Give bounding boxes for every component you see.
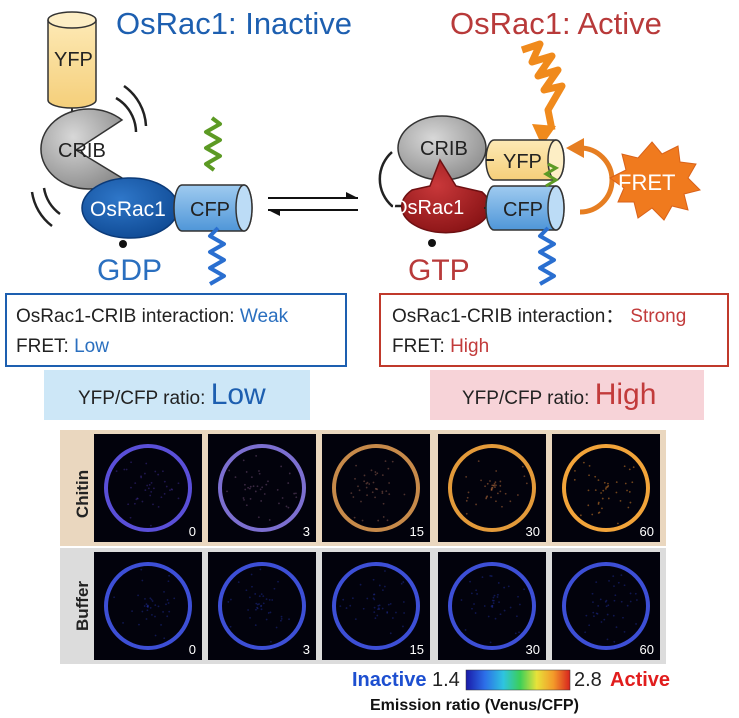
buffer-cell-tile: 0 bbox=[94, 552, 202, 660]
scale-max: 2.8 bbox=[574, 669, 602, 691]
blue-excitation-wave bbox=[540, 228, 554, 284]
right-nucleotide: GTP bbox=[408, 254, 470, 287]
chitin-time-label: 30 bbox=[526, 524, 540, 539]
scale-inactive-label: Inactive bbox=[352, 669, 426, 691]
fret-arrowhead bbox=[566, 138, 584, 158]
chitin-cell-tile: 3 bbox=[208, 434, 316, 542]
buffer-cell-tile: 3 bbox=[208, 552, 316, 660]
chitin-cells: 0 3 15 30 60 bbox=[94, 434, 660, 542]
right-cfp-label: CFP bbox=[503, 199, 543, 221]
motion-arc bbox=[32, 192, 52, 226]
orange-emission-wave bbox=[522, 44, 562, 130]
left-cfp-cylinder: CFP bbox=[174, 185, 252, 231]
fret-burst-label: FRET bbox=[618, 170, 675, 195]
left-yfp-label: YFP bbox=[54, 49, 93, 71]
chitin-cell-tile: 0 bbox=[94, 434, 202, 542]
green-emission-wave bbox=[206, 118, 220, 170]
chitin-cell-tile: 30 bbox=[438, 434, 546, 542]
right-osrac1-label: OsRac1 bbox=[392, 197, 464, 219]
fret-arrow bbox=[580, 148, 612, 212]
chitin-time-label: 3 bbox=[303, 524, 310, 539]
inactive-interaction-line: OsRac1-CRIB interaction: Weak bbox=[16, 306, 289, 327]
active-title: OsRac1: Active bbox=[450, 6, 662, 41]
left-crib-label: CRIB bbox=[58, 140, 106, 162]
left-yfp-cylinder: YFP bbox=[48, 12, 96, 108]
buffer-cell-tile: 30 bbox=[438, 552, 546, 660]
left-cfp-label: CFP bbox=[190, 199, 230, 221]
buffer-time-label: 60 bbox=[640, 642, 654, 657]
inactive-title: OsRac1: Inactive bbox=[116, 6, 352, 41]
buffer-cells: 0 3 15 30 60 bbox=[94, 552, 660, 660]
active-fret-line: FRET: High bbox=[392, 336, 489, 357]
right-cfp-cylinder: CFP bbox=[486, 186, 564, 230]
active-interaction-line: OsRac1-CRIB interaction： Strong bbox=[392, 306, 686, 327]
buffer-cell-tile: 15 bbox=[322, 552, 430, 660]
scale-caption: Emission ratio (Venus/CFP) bbox=[370, 697, 579, 714]
blue-excitation-wave bbox=[210, 228, 224, 284]
chitin-time-label: 60 bbox=[640, 524, 654, 539]
buffer-time-label: 3 bbox=[303, 642, 310, 657]
buffer-time-label: 15 bbox=[410, 642, 424, 657]
right-osrac1: OsRac1 bbox=[392, 160, 490, 233]
left-osrac1-label: OsRac1 bbox=[90, 198, 166, 221]
chitin-cell-tile: 60 bbox=[552, 434, 660, 542]
right-crib-label: CRIB bbox=[420, 138, 468, 160]
scale-active-label: Active bbox=[610, 669, 670, 691]
nucleotide-dot bbox=[428, 239, 436, 247]
chitin-row-label: Chitin bbox=[73, 470, 92, 518]
motion-arc bbox=[116, 98, 136, 132]
chitin-cell-tile: 15 bbox=[322, 434, 430, 542]
chitin-time-label: 0 bbox=[189, 524, 196, 539]
buffer-time-label: 30 bbox=[526, 642, 540, 657]
right-yfp-label: YFP bbox=[503, 151, 542, 173]
right-yfp-cylinder: YFP bbox=[486, 140, 564, 180]
scale-min: 1.4 bbox=[432, 669, 460, 691]
fret-diagram: OsRac1: Inactive YFP CRIB OsRac1 CFP GDP bbox=[0, 0, 739, 718]
chitin-time-label: 15 bbox=[410, 524, 424, 539]
buffer-row-label: Buffer bbox=[73, 581, 92, 631]
buffer-cell-tile: 60 bbox=[552, 552, 660, 660]
left-nucleotide: GDP bbox=[97, 254, 162, 287]
scale-gradient-bar bbox=[466, 670, 570, 690]
nucleotide-dot bbox=[119, 240, 127, 248]
left-crib: CRIB bbox=[41, 109, 122, 189]
motion-arc bbox=[44, 188, 60, 214]
equilibrium-arrows bbox=[268, 192, 358, 216]
fret-burst: FRET bbox=[610, 142, 700, 220]
inactive-fret-line: FRET: Low bbox=[16, 336, 109, 357]
left-osrac1: OsRac1 bbox=[82, 178, 178, 238]
buffer-time-label: 0 bbox=[189, 642, 196, 657]
